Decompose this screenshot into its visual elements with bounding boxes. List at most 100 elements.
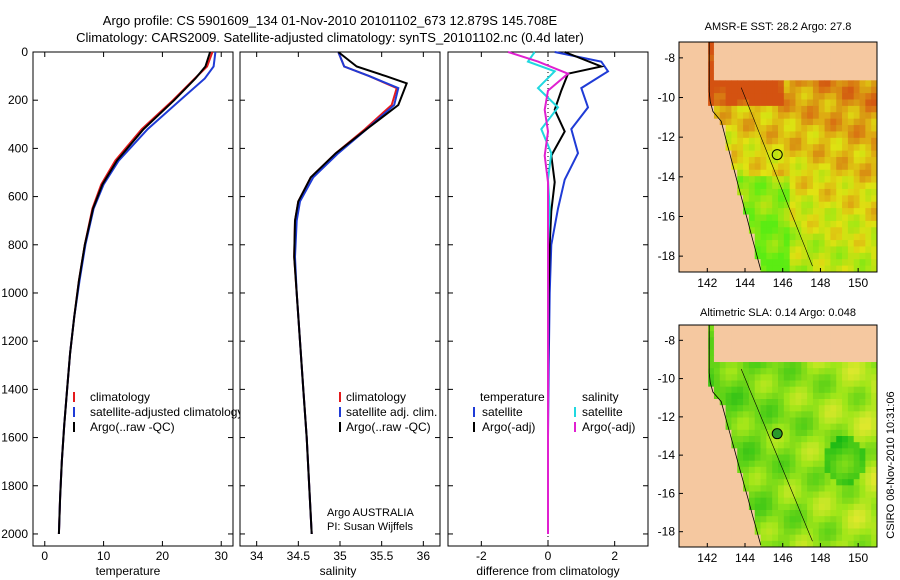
map-cell [754,188,761,196]
map-cell [696,144,703,152]
map-cell [853,208,860,215]
map-cell [812,233,820,241]
map-cell [731,349,738,357]
map-cell [731,399,738,406]
map-cell [778,491,785,499]
map-cell [725,195,732,203]
map-cell [795,144,802,152]
map-cell [778,214,785,222]
map-cell [696,479,703,486]
map-cell [830,80,837,88]
map-cell [731,67,738,75]
map-cell [760,510,767,517]
map-cell [812,112,820,120]
map-cell [679,399,686,406]
map-cell [743,48,750,56]
map-cell [807,118,814,126]
map-cell [766,442,773,449]
map-cell [830,405,837,412]
map-cell [783,510,791,517]
map-cell [842,355,849,363]
map-cell [783,423,791,431]
map-cell [824,331,831,338]
x-tick-label: 0 [41,549,48,563]
map-cell [772,534,779,542]
map-cell [737,349,744,357]
map-cell [789,105,796,113]
map-cell [708,423,715,431]
map-cell [684,227,692,235]
map-cell [766,349,773,357]
map-cell [783,176,791,183]
map-cell [708,343,715,351]
map-cell [748,93,756,100]
map-cell [743,201,750,209]
map-cell [748,355,756,363]
map-cell [696,534,703,542]
map-cell [865,497,872,505]
map-cell [766,176,773,183]
map-cell [836,355,843,363]
map-cell [748,137,756,145]
map-cell [772,93,779,100]
map-cell [725,454,732,462]
map-cell [783,157,791,164]
map-cell [731,252,738,260]
map-cell [812,259,820,267]
map-cell [754,252,761,260]
map-cell [760,479,767,486]
map-cell [743,485,750,492]
map-cell [713,233,721,241]
map-cell [754,325,761,332]
map-cell [859,265,866,273]
map-cell [778,454,785,462]
map-cell [865,429,872,437]
map-cell [847,125,855,132]
map-cell [684,67,692,75]
map-cell [853,118,860,126]
map-cell [748,423,756,431]
map-cell [754,80,761,88]
map-cell [731,534,738,542]
map-cell [795,522,802,529]
map-cell [702,54,709,62]
map-cell [807,349,814,357]
timestamp-stamp: CSIRO 08-Nov-2010 10:31:06 [885,391,897,538]
map-cell [778,169,785,177]
map-cell [807,392,814,400]
map-cell [853,259,860,267]
map-cell [696,540,703,548]
map-cell [812,150,820,158]
map-cell [789,337,796,344]
map-cell [836,201,843,209]
map-cell [783,112,791,120]
map-cell [853,510,860,517]
map-cell [853,423,860,431]
map-cell [801,67,808,75]
map-cell [807,259,814,267]
map-cell [696,460,703,468]
map-cell [719,534,726,542]
map-cell [807,169,814,177]
map-cell [789,429,796,437]
map-cell [778,131,785,139]
map-cell [766,246,773,254]
map-cell [684,144,692,152]
map-cell [696,491,703,499]
map-cell [859,42,866,49]
map-cell [760,522,767,529]
map-cell [807,540,814,548]
map-cell [865,528,872,536]
map-cell [807,460,814,468]
map-cell [713,325,721,332]
map-cell [684,265,692,273]
map-cell [702,176,709,183]
map-cell [807,220,814,228]
map-cell [754,343,761,351]
map-cell [702,503,709,511]
map-cell [760,93,767,100]
map-cell [830,61,837,68]
map-cell [737,429,744,437]
map-cell [766,163,773,171]
map-cell [743,208,750,215]
